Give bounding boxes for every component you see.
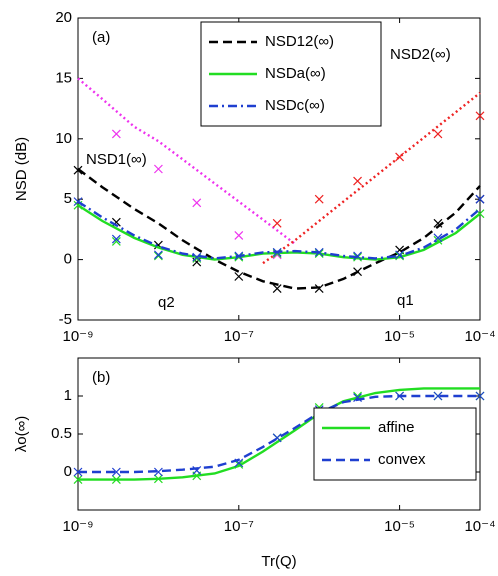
series-marker [314,247,324,257]
series-marker [73,475,83,485]
series-marker [272,433,282,443]
x-tick-label: 10⁻⁹ [62,518,93,535]
series-marker [353,251,362,261]
series-marker [192,198,202,208]
series-marker [395,251,405,261]
panel-label: (b) [92,369,110,386]
series-line [77,204,481,261]
series-marker [192,466,202,475]
series-marker [192,252,202,262]
series-line [78,387,480,481]
series-marker [272,218,282,228]
x-tick-label: 10⁻⁵ [384,518,415,535]
y-tick-label: -5 [59,311,72,328]
series-marker [475,391,485,401]
series-marker [73,197,83,207]
y-axis-label: λo(∞) [13,416,30,453]
x-tick-label: 10⁻⁹ [62,328,93,345]
series-marker [111,467,121,477]
x-axis-label: Tr(Q) [261,553,296,570]
series-marker [234,272,244,281]
legend-label: affine [378,419,414,436]
series-marker [475,111,485,121]
y-tick-label: 0.5 [51,425,72,442]
series-marker [433,218,443,228]
y-tick-label: 20 [55,9,72,26]
series-marker [234,251,244,261]
annotation: q2 [158,294,175,311]
y-tick-label: 10 [55,130,72,147]
y-tick-label: 0 [64,463,72,480]
series-marker [153,164,163,174]
annotation: q1 [397,292,414,309]
series-line [77,77,296,245]
legend-label: NSD12(∞) [265,33,334,50]
x-tick-label: 10⁻⁴ [464,328,495,345]
series-marker [395,391,405,401]
series-annotation: NSD1(∞) [86,151,147,168]
series-marker [433,391,443,401]
x-tick-label: 10⁻⁵ [384,328,415,345]
series-marker [433,129,443,139]
series-marker [395,152,405,162]
series-marker [73,165,83,175]
series-marker [111,129,121,139]
series-marker [73,467,83,477]
series-marker [111,237,121,246]
legend-label: NSDc(∞) [265,97,325,114]
series-marker [234,458,244,468]
y-tick-label: 15 [55,69,72,86]
series-marker [433,233,443,243]
x-tick-label: 10⁻⁷ [224,328,254,345]
series-marker [272,284,282,294]
series-marker [353,267,362,277]
series-annotation: NSD2(∞) [390,46,451,63]
series-marker [314,194,324,204]
y-axis-label: NSD (dB) [13,137,30,201]
series-marker [153,251,163,261]
y-tick-label: 1 [64,387,72,404]
series-marker [111,234,121,244]
series-marker [153,474,163,484]
series-marker [153,250,163,260]
legend [313,407,477,481]
series-line [77,200,481,260]
series-marker [272,247,282,257]
series-marker [153,467,163,477]
legend-label: convex [378,451,426,468]
series-line [262,91,481,265]
x-tick-label: 10⁻⁴ [464,518,495,535]
x-tick-label: 10⁻⁷ [224,518,254,535]
series-marker [353,176,362,186]
series-line [78,394,480,474]
y-tick-label: 5 [64,190,72,207]
series-marker [111,475,121,485]
legend-label: NSDa(∞) [265,65,326,82]
series-marker [353,393,362,402]
series-marker [395,250,405,260]
panel-label: (a) [92,29,110,46]
series-marker [234,231,244,240]
series-marker [314,284,324,294]
y-tick-label: 0 [64,251,72,268]
series-marker [475,194,485,204]
